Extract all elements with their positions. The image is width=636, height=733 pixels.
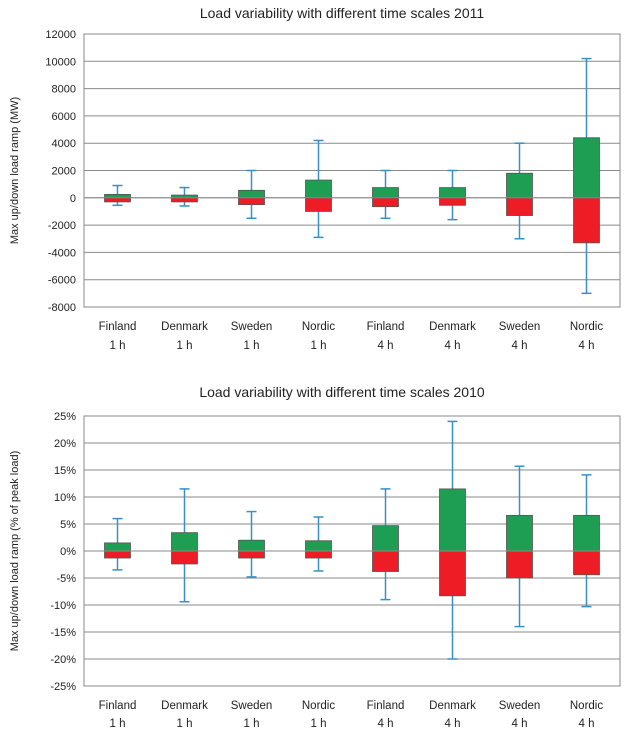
x-category-label: Sweden [231, 700, 273, 712]
down-bar [104, 550, 131, 559]
x-category-sublabel: 1 h [110, 718, 126, 730]
x-category-sublabel: 1 h [244, 340, 260, 352]
y-tick-label: -6000 [48, 275, 76, 287]
down-bar [238, 197, 265, 206]
x-category-sublabel: 4 h [445, 340, 461, 352]
down-bar [238, 550, 265, 559]
x-category-label: Sweden [231, 321, 273, 333]
down-bar [439, 550, 466, 597]
down-bar [305, 197, 332, 212]
y-tick-label: 12000 [45, 29, 76, 41]
down-bar [305, 550, 332, 559]
up-bar [238, 539, 265, 552]
down-bar [573, 197, 600, 244]
plot-frame [83, 33, 621, 308]
down-bar [573, 550, 600, 576]
y-tick-label: -20% [50, 654, 76, 666]
down-bar [439, 197, 466, 206]
y-axis-label: Max up/down load ramp (MW) [9, 97, 21, 244]
x-category-sublabel: 4 h [445, 718, 461, 730]
y-tick-label: 4000 [52, 138, 76, 150]
x-category-label: Nordic [302, 700, 335, 712]
y-tick-label: -5% [56, 573, 76, 585]
x-category-label: Sweden [499, 700, 541, 712]
y-tick-label: 0% [60, 546, 76, 558]
y-tick-label: -10% [50, 600, 76, 612]
y-tick-label: 6000 [52, 111, 76, 123]
up-bar [238, 189, 265, 199]
y-axis-label: Max up/down load ramp (% of peak load) [9, 451, 21, 652]
x-category-label: Nordic [570, 321, 603, 333]
down-bar [372, 197, 399, 208]
up-bar [439, 488, 466, 552]
up-bar [372, 525, 399, 552]
chart-2010: Load variability with different time sca… [9, 384, 621, 730]
up-bar [439, 187, 466, 199]
up-bar [506, 172, 533, 199]
y-tick-label: 10% [54, 492, 76, 504]
x-category-label: Finland [99, 321, 137, 333]
x-category-sublabel: 1 h [311, 340, 327, 352]
x-category-label: Denmark [161, 700, 208, 712]
up-bar [104, 542, 131, 552]
down-bar [506, 197, 533, 216]
up-bar [305, 540, 332, 552]
down-bar [372, 550, 399, 572]
y-tick-label: 2000 [52, 166, 76, 178]
y-tick-label: 5% [60, 519, 76, 531]
x-category-sublabel: 1 h [177, 340, 193, 352]
x-category-sublabel: 1 h [244, 718, 260, 730]
x-category-label: Finland [367, 321, 405, 333]
y-tick-label: -2000 [48, 220, 76, 232]
y-tick-label: 20% [54, 438, 76, 450]
x-category-sublabel: 4 h [378, 340, 394, 352]
x-category-sublabel: 4 h [512, 340, 528, 352]
chart-2011: Load variability with different time sca… [9, 5, 621, 352]
x-category-sublabel: 1 h [177, 718, 193, 730]
x-category-label: Finland [99, 700, 137, 712]
x-category-label: Nordic [570, 700, 603, 712]
up-bar [171, 532, 198, 552]
x-category-label: Denmark [429, 321, 476, 333]
y-tick-label: -8000 [48, 302, 76, 314]
x-category-sublabel: 1 h [110, 340, 126, 352]
x-category-label: Nordic [302, 321, 335, 333]
down-bar [104, 197, 131, 203]
up-bar [305, 179, 332, 199]
chart-title: Load variability with different time sca… [199, 384, 485, 400]
x-category-sublabel: 4 h [378, 718, 394, 730]
x-category-label: Denmark [429, 700, 476, 712]
up-bar [573, 137, 600, 199]
x-category-sublabel: 4 h [512, 718, 528, 730]
up-bar [573, 514, 600, 552]
y-tick-label: 8000 [52, 84, 76, 96]
y-tick-label: -15% [50, 627, 76, 639]
y-tick-label: -25% [50, 681, 76, 693]
y-tick-label: 15% [54, 465, 76, 477]
x-category-sublabel: 1 h [311, 718, 327, 730]
y-tick-label: 10000 [45, 56, 76, 68]
y-tick-label: 0 [70, 193, 76, 205]
down-bar [171, 550, 198, 565]
down-bar [506, 550, 533, 579]
x-category-label: Denmark [161, 321, 208, 333]
x-category-sublabel: 4 h [579, 340, 595, 352]
y-tick-label: -4000 [48, 247, 76, 259]
up-bar [372, 187, 399, 199]
chart-title: Load variability with different time sca… [200, 5, 485, 21]
down-bar [171, 197, 198, 203]
x-category-label: Sweden [499, 321, 541, 333]
up-bar [104, 193, 131, 199]
y-tick-label: 25% [54, 411, 76, 423]
up-bar [506, 514, 533, 552]
x-category-sublabel: 4 h [579, 718, 595, 730]
x-category-label: Finland [367, 700, 405, 712]
